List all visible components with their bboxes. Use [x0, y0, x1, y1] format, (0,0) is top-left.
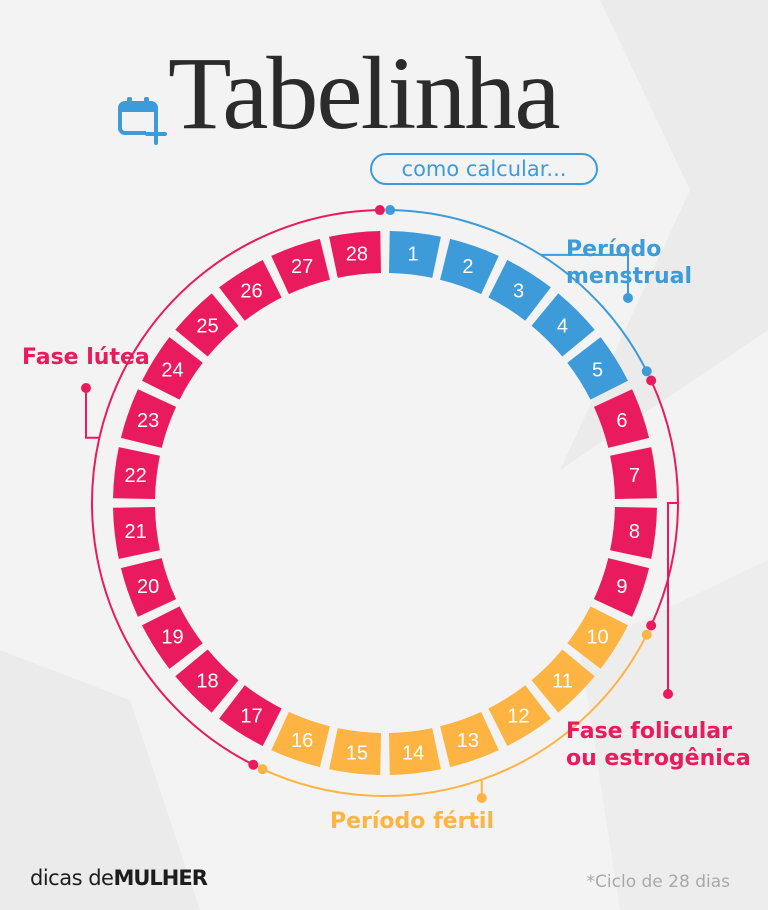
day-tile-14 — [389, 728, 441, 775]
day-number-23: 23 — [137, 410, 159, 432]
connector-follicular — [667, 502, 678, 694]
connector-dot-follicular — [663, 689, 673, 699]
day-tile-5 — [567, 337, 628, 400]
day-tile-1 — [389, 231, 441, 278]
day-number-12: 12 — [507, 706, 529, 728]
label-menstrual-period: Período menstrual — [566, 236, 692, 290]
day-tile-19 — [142, 606, 203, 669]
day-number-8: 8 — [629, 521, 640, 543]
day-number-15: 15 — [346, 742, 368, 764]
arc-dot-end-follicular — [646, 620, 657, 631]
subtitle-badge: como calcular... — [370, 153, 598, 185]
connector-dot-luteal — [81, 383, 91, 393]
label-luteal-phase: Fase lútea — [22, 345, 150, 370]
page-title: Tabelinha — [168, 36, 561, 151]
arc-dot-end-luteal — [374, 205, 385, 216]
day-number-10: 10 — [586, 627, 608, 649]
day-tile-28 — [329, 231, 381, 278]
day-number-25: 25 — [196, 316, 218, 338]
day-number-11: 11 — [552, 670, 573, 692]
label-follicular-line2: ou estrogênica — [566, 746, 751, 771]
arc-dot-start-menstrual — [385, 205, 396, 216]
day-tile-17 — [219, 685, 282, 746]
day-number-17: 17 — [240, 706, 262, 728]
day-number-5: 5 — [592, 359, 603, 381]
arc-dot-start-luteal — [248, 759, 259, 770]
brand-text-part2: MULHER — [113, 866, 207, 890]
day-tile-25 — [175, 293, 239, 357]
connector-dot-fertile — [476, 793, 487, 803]
day-tile-7 — [610, 447, 657, 499]
day-tile-20 — [120, 558, 177, 617]
arc-dot-start-follicular — [646, 375, 657, 386]
label-follicular-phase: Fase folicular ou estrogênica — [566, 718, 751, 772]
day-tile-15 — [329, 728, 381, 775]
day-tile-18 — [175, 649, 239, 713]
day-number-1: 1 — [408, 244, 419, 266]
brand-text-part1: dicas de — [30, 866, 114, 890]
day-tile-27 — [271, 238, 330, 295]
label-menstrual-line1: Período — [566, 237, 662, 262]
day-number-22: 22 — [124, 465, 146, 487]
day-number-20: 20 — [137, 576, 159, 598]
day-tile-26 — [219, 260, 282, 321]
arc-dot-start-fertile — [641, 629, 652, 640]
connector-luteal — [85, 388, 100, 439]
connector-menstrual — [540, 253, 629, 298]
day-number-27: 27 — [291, 256, 313, 278]
label-follicular-line1: Fase folicular — [566, 719, 732, 744]
calendar-plus-icon — [116, 94, 168, 146]
day-tile-8 — [610, 507, 657, 559]
phase-arc-luteal — [91, 209, 380, 766]
label-menstrual-line2: menstrual — [566, 264, 693, 289]
day-tile-6 — [593, 389, 650, 448]
day-tile-2 — [440, 238, 499, 295]
day-tile-13 — [440, 711, 499, 768]
day-number-13: 13 — [457, 730, 479, 752]
day-number-7: 7 — [629, 465, 640, 487]
day-tile-23 — [120, 389, 177, 448]
day-tile-9 — [593, 558, 650, 617]
day-number-14: 14 — [402, 742, 424, 764]
label-fertile-period: Período fértil — [330, 809, 495, 834]
day-tile-21 — [113, 507, 160, 559]
day-number-26: 26 — [240, 280, 262, 302]
day-tile-24 — [142, 337, 203, 400]
day-number-18: 18 — [196, 670, 218, 692]
day-tile-12 — [488, 685, 551, 746]
day-tile-10 — [567, 606, 628, 669]
day-number-3: 3 — [513, 280, 524, 302]
day-number-9: 9 — [616, 576, 627, 598]
day-tile-3 — [488, 260, 551, 321]
phase-arc-menstrual — [390, 209, 648, 372]
connector-dot-menstrual — [623, 293, 633, 303]
phase-arc-fertile — [262, 634, 648, 797]
day-number-28: 28 — [346, 244, 368, 266]
day-tile-16 — [271, 711, 330, 768]
day-number-24: 24 — [161, 359, 183, 381]
day-number-21: 21 — [124, 521, 146, 543]
cycle-footnote: *Ciclo de 28 dias — [586, 872, 730, 892]
brand-logo: dicas deMULHER — [30, 865, 208, 891]
day-tile-11 — [531, 649, 595, 713]
day-number-4: 4 — [557, 316, 568, 338]
day-number-16: 16 — [291, 730, 313, 752]
day-number-2: 2 — [462, 256, 473, 278]
arc-dot-end-menstrual — [641, 366, 652, 377]
day-tile-4 — [531, 293, 595, 357]
day-number-19: 19 — [161, 627, 183, 649]
day-tile-22 — [113, 447, 160, 499]
day-number-6: 6 — [616, 410, 627, 432]
arc-dot-end-fertile — [257, 764, 268, 775]
